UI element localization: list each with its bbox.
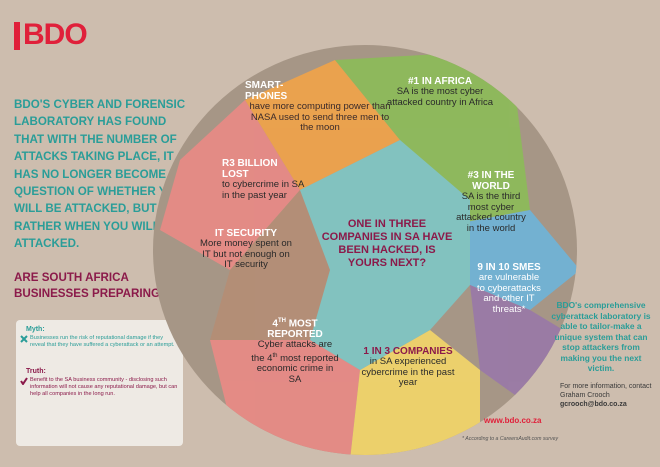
segment-billion-bg [160,100,300,270]
it-body: More money spent on IT but not enough on… [200,238,292,270]
smartphones-body: have more computing power than NASA used… [249,101,391,133]
check-icon [20,377,28,385]
reported-heading-num: 4 [272,318,278,330]
myth-text: Businesses run the risk of reputational … [30,335,175,349]
truth-heading: Truth: [26,368,46,375]
it-heading: IT security [214,228,278,239]
website-link[interactable]: www.bdo.co.za [484,416,542,425]
intro-text: BDO's cyber and forensic laboratory has … [14,98,186,251]
segment-smes: 9 in 10 SMEs are vulnerable to cyberatta… [474,262,544,315]
one-in-3-body: in SA experienced cybercrime in the past… [361,356,455,388]
contact-line: For more information, contact [560,383,652,390]
cross-icon [20,335,28,343]
logo-text: BDO [23,18,88,51]
truth-text: Benefit to the SA business community - d… [30,377,178,398]
africa-heading: #1 in Africa [407,76,473,87]
footnote: * According to a CareersAudit.com survey [462,436,559,442]
myth-heading: Myth: [26,326,45,333]
contact-name: Graham Crooch [560,392,610,399]
logo-bar [14,22,20,50]
reported-body-a: Cyber attacks are the 4 [251,339,333,364]
segment-it-bg [210,190,330,340]
contact-email[interactable]: gcrooch@bdo.co.za [560,401,627,408]
myth-truth-box: Myth: Businesses run the risk of reputat… [16,320,183,446]
segment-center-bg [300,140,470,370]
reported-heading-sup: th [277,318,286,324]
smes-body: are vulnerable to cyberattacks and other… [477,272,541,315]
africa-body: SA is the most cyber attacked country in… [386,86,494,108]
reported-body-sup: th [272,352,278,359]
segment-it-security: IT security More money spent on IT but n… [200,228,292,271]
reported-body-b: most reported economic crime in SA [256,352,339,385]
segment-world-bg [450,210,577,310]
world-heading: #3 in the world [467,170,515,192]
billion-body: to cybercrime in SA in the past year [222,179,304,201]
smartphones-heading: Smart-phones [245,80,288,102]
segment-africa: #1 in Africa SA is the most cyber attack… [380,76,500,108]
segment-africa-bg [335,50,530,225]
billion-heading: R3 billion lost [222,158,278,180]
smes-heading: 9 in 10 SMEs [477,262,541,273]
world-body: SA is the third most cyber attacked coun… [456,191,526,234]
one-in-3-heading: 1 in 3 companies [363,346,453,357]
globe-graphic [153,45,577,455]
contact-info: For more information, contact Graham Cro… [560,382,654,409]
center-message: One in three companies in SA have been h… [321,218,453,269]
segment-smartphones-bg [245,60,400,190]
segment-smartphones: Smart-phones have more computing power t… [245,80,395,134]
bdo-logo: BDO [14,18,110,54]
reported-heading-rest: most reported [267,318,323,341]
segment-one-in-3-bg [350,330,480,455]
segment-world: #3 in the world SA is the third most cyb… [456,170,526,234]
headline-question: Are South Africa businesses preparing? [14,271,168,300]
segment-billion: R3 billion lost to cybercrime in SA in t… [222,158,306,201]
side-note: BDO's comprehensive cyberattack laborato… [551,300,651,373]
segment-reported: 4th most reported Cyber attacks are the … [250,316,340,385]
segment-one-in-3: 1 in 3 companies in SA experienced cyber… [360,346,456,389]
